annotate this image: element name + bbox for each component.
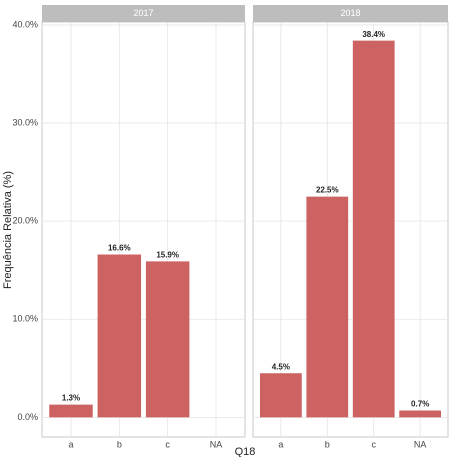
x-tick-label: NA: [210, 439, 223, 449]
panel: [252, 21, 449, 438]
value-label: 1.3%: [62, 394, 80, 403]
bar: [399, 410, 442, 418]
value-label: 0.7%: [411, 400, 429, 409]
x-axis-label: Q18: [235, 446, 256, 457]
x-tick-label: a: [278, 439, 283, 449]
value-label: 4.5%: [272, 362, 290, 371]
bar: [306, 196, 349, 418]
strip-title: 2017: [133, 8, 153, 18]
value-label: 22.5%: [316, 186, 339, 195]
bar: [145, 261, 190, 418]
panel: [41, 21, 246, 438]
y-tick-label: 0.0%: [17, 412, 38, 422]
x-tick-label: b: [117, 439, 122, 449]
y-tick-label: 30.0%: [12, 117, 38, 127]
y-tick-label: 10.0%: [12, 314, 38, 324]
strip-title: 2018: [340, 8, 360, 18]
value-label: 16.6%: [108, 244, 131, 253]
x-tick-label: c: [165, 439, 170, 449]
bar: [97, 254, 142, 418]
y-tick-label: 20.0%: [12, 216, 38, 226]
strip: [42, 5, 245, 22]
bar: [49, 404, 93, 418]
x-tick-label: b: [325, 439, 330, 449]
y-axis-label: Frequência Relativa (%): [2, 171, 14, 289]
x-tick-label: NA: [414, 439, 427, 449]
bar: [259, 373, 302, 418]
bar: [352, 40, 395, 418]
value-label: 15.9%: [156, 250, 179, 259]
value-label: 38.4%: [362, 30, 385, 39]
x-tick-label: a: [68, 439, 73, 449]
x-tick-label: c: [371, 439, 376, 449]
y-tick-label: 40.0%: [12, 19, 38, 29]
strip: [253, 5, 448, 22]
